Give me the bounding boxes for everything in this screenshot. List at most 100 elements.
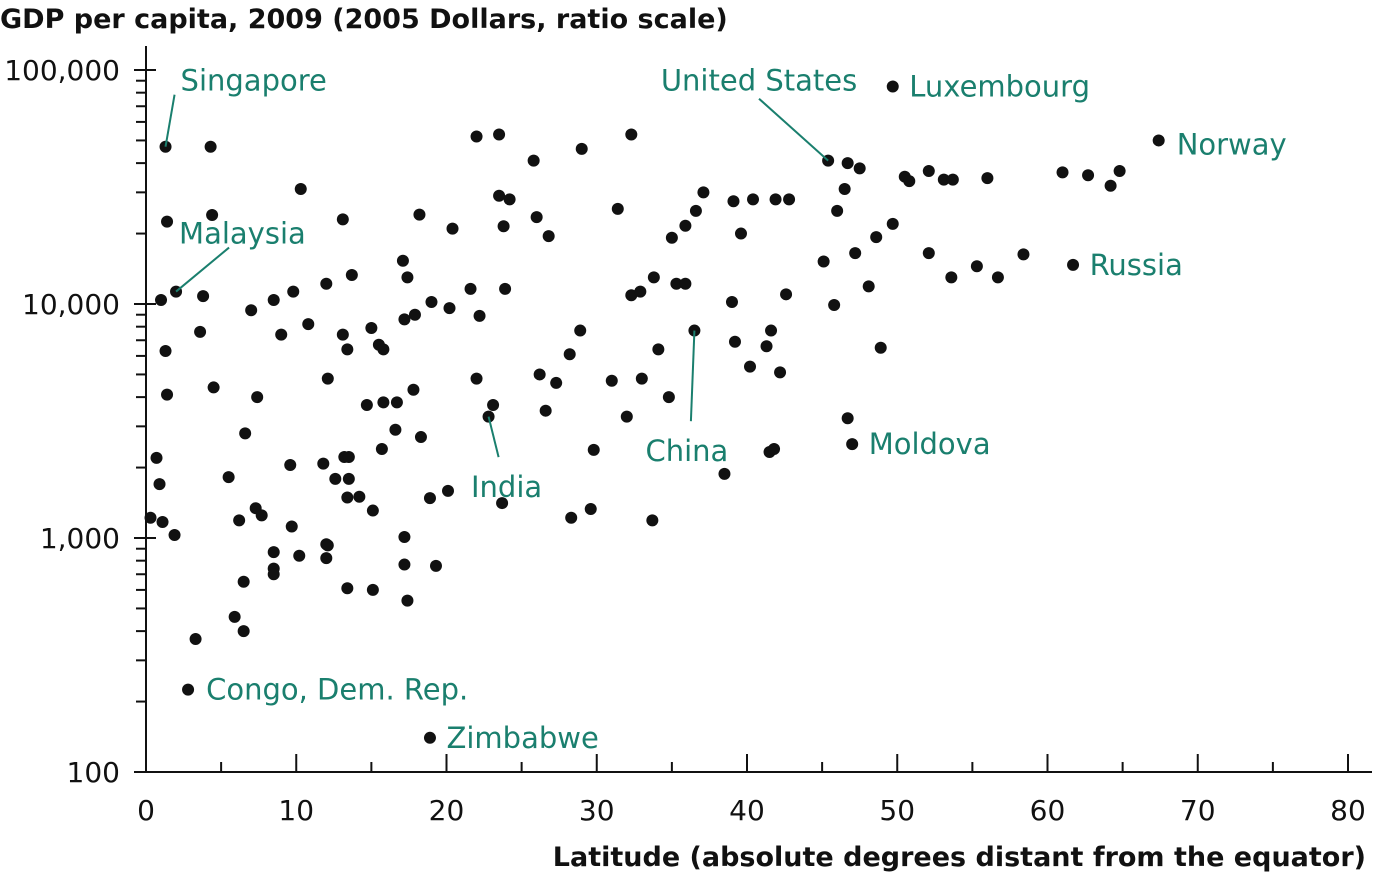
data-point (922, 165, 935, 178)
data-point (862, 280, 875, 293)
data-point (267, 294, 280, 307)
data-point (446, 222, 459, 235)
data-point (366, 504, 379, 517)
data-point (398, 313, 411, 326)
data-point (587, 443, 600, 456)
data-point (841, 157, 854, 170)
data-point (670, 277, 683, 290)
data-point (503, 193, 516, 206)
data-point (1067, 258, 1080, 271)
data-point (634, 285, 647, 298)
data-point (222, 471, 235, 484)
data-point (320, 552, 333, 565)
data-point (342, 450, 355, 463)
data-point (838, 183, 851, 196)
x-tick-label: 80 (1330, 794, 1366, 827)
data-point (245, 304, 258, 317)
united-states-leader-line (758, 97, 829, 162)
data-point (206, 209, 219, 222)
data-point (662, 391, 675, 404)
data-point (293, 549, 306, 562)
data-point (679, 219, 692, 232)
data-point (329, 472, 342, 485)
data-point (725, 295, 738, 308)
data-point (414, 431, 427, 444)
data-point (408, 308, 421, 321)
data-point (320, 277, 333, 290)
data-point (527, 154, 540, 167)
x-tick-label: 50 (879, 794, 915, 827)
data-point (470, 130, 483, 143)
data-point (783, 193, 796, 206)
y-tick-label: 100 (67, 756, 120, 789)
data-point (760, 340, 773, 353)
data-point (831, 204, 844, 217)
data-point (267, 546, 280, 559)
data-point (768, 443, 781, 456)
data-point (769, 193, 782, 206)
data-point (204, 140, 217, 153)
data-point (207, 381, 220, 394)
data-point (390, 396, 403, 409)
data-point (251, 391, 264, 404)
data-point (981, 172, 994, 185)
data-point (625, 128, 638, 141)
data-point (396, 254, 409, 267)
data-point (317, 457, 330, 470)
data-point (945, 271, 958, 284)
malaysia-leader-line (175, 246, 230, 293)
data-point (849, 247, 862, 260)
data-point (159, 344, 172, 357)
data-point (413, 208, 426, 221)
data-point (197, 290, 210, 303)
china-leader-line (689, 330, 696, 422)
data-point (625, 289, 638, 302)
data-point (285, 520, 298, 533)
data-point (237, 575, 250, 588)
data-point (727, 195, 740, 208)
data-point (584, 503, 597, 516)
data-point (423, 492, 436, 505)
data-point (697, 186, 710, 199)
data-point (874, 341, 887, 354)
data-point (679, 277, 692, 290)
data-point (425, 295, 438, 308)
data-point (189, 633, 202, 646)
data-point (611, 202, 624, 215)
x-tick-label: 30 (579, 794, 615, 827)
data-point (389, 423, 402, 436)
data-point (470, 372, 483, 385)
data-point (870, 231, 883, 244)
data-point (652, 343, 665, 356)
x-tick-label: 60 (1030, 794, 1066, 827)
data-point (150, 451, 163, 464)
data-point (747, 193, 760, 206)
data-point (903, 175, 916, 188)
data-point (620, 410, 633, 423)
data-point (365, 321, 378, 334)
data-point (493, 189, 506, 202)
data-point (401, 594, 414, 607)
data-point (168, 528, 181, 541)
data-point (237, 625, 250, 638)
data-point (530, 211, 543, 224)
data-point (499, 282, 512, 295)
data-point (284, 459, 297, 472)
data-point (565, 511, 578, 524)
data-point (267, 568, 280, 581)
data-point (144, 511, 157, 524)
data-point (182, 683, 195, 696)
data-point (473, 309, 486, 322)
data-point (734, 227, 747, 240)
data-point (728, 335, 741, 348)
data-point (336, 328, 349, 341)
data-point (886, 217, 899, 230)
data-point (563, 348, 576, 361)
data-point (366, 583, 379, 596)
data-point (765, 324, 778, 337)
x-axis-label: Latitude (absolute degrees distant from … (553, 842, 1366, 873)
data-point (774, 366, 787, 379)
data-point (1104, 179, 1117, 192)
data-point (828, 299, 841, 312)
